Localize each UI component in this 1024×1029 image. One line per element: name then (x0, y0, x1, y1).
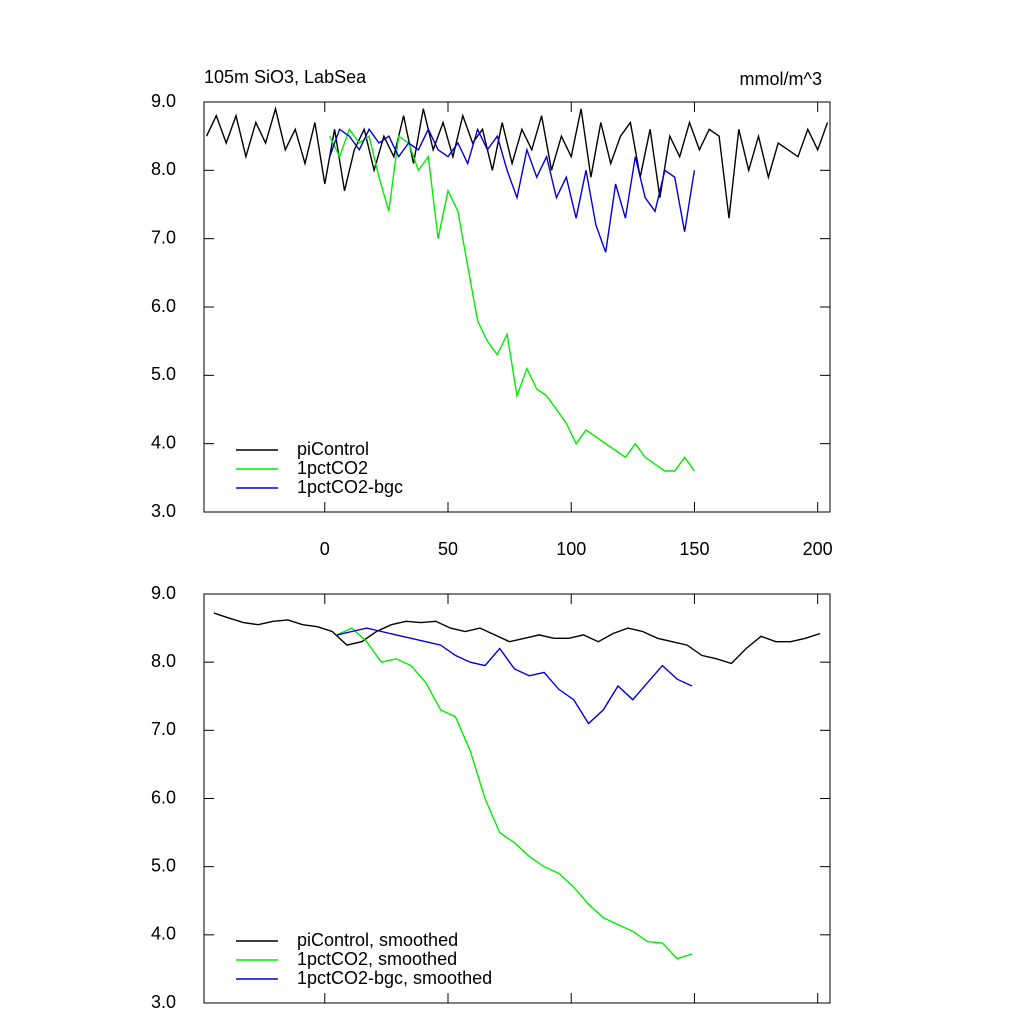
y-tick-label: 5.0 (151, 855, 176, 875)
x-tick-label: 0 (320, 539, 330, 559)
series-line (336, 627, 693, 960)
series-line (336, 627, 693, 725)
y-tick-label: 8.0 (151, 651, 176, 671)
y-tick-label: 6.0 (151, 296, 176, 316)
legend-label: piControl, smoothed (297, 930, 458, 950)
units-label: mmol/m^3 (740, 69, 822, 89)
y-tick-label: 9.0 (151, 91, 176, 111)
y-tick-label: 3.0 (151, 501, 176, 521)
y-tick-label: 9.0 (151, 583, 176, 603)
series-line (329, 127, 696, 253)
y-tick-label: 4.0 (151, 924, 176, 944)
legend-label: 1pctCO2 (297, 458, 368, 478)
y-tick-label: 7.0 (151, 227, 176, 247)
legend-label: 1pctCO2, smoothed (297, 949, 457, 969)
series-line (329, 127, 695, 472)
legend-label: 1pctCO2-bgc (297, 477, 403, 497)
x-tick-label: 50 (438, 539, 458, 559)
y-tick-label: 6.0 (151, 787, 176, 807)
chart-title: 105m SiO3, LabSea (204, 67, 367, 87)
y-tick-label: 3.0 (151, 992, 176, 1012)
y-tick-label: 7.0 (151, 719, 176, 739)
legend-label: piControl (297, 439, 369, 459)
x-tick-label: 100 (556, 539, 586, 559)
y-tick-label: 5.0 (151, 364, 176, 384)
x-tick-label: 200 (803, 539, 833, 559)
series-line (213, 612, 821, 665)
y-tick-label: 4.0 (151, 432, 176, 452)
series-line (205, 106, 829, 219)
y-tick-label: 8.0 (151, 159, 176, 179)
x-tick-label: 150 (679, 539, 709, 559)
legend-label: 1pctCO2-bgc, smoothed (297, 968, 492, 988)
